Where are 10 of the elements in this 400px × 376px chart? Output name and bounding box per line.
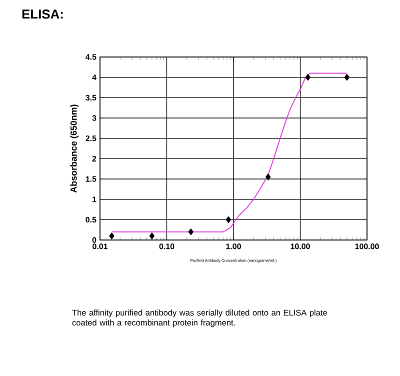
text: The affinity purified antibody was serially diluted onto an ELISA plate coated with a recombinant protein fragment. bbox=[72, 310, 327, 328]
point bbox=[226, 216, 232, 224]
point bbox=[149, 232, 155, 240]
point bbox=[265, 173, 271, 180]
point bbox=[344, 74, 350, 81]
chart-title: ELISA: bbox=[22, 10, 63, 19]
y-axis-title: Absorbance (650nm) bbox=[70, 104, 79, 193]
point bbox=[305, 74, 311, 81]
point bbox=[109, 232, 114, 240]
point bbox=[188, 228, 194, 236]
